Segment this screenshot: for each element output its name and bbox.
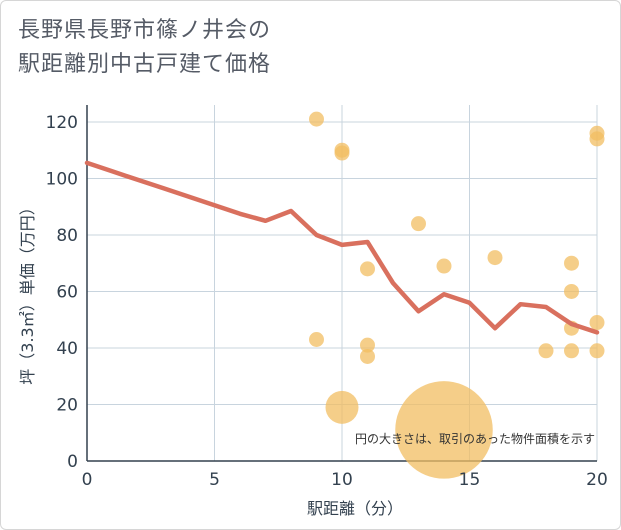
chart-title: 長野県長野市篠ノ井会の 駅距離別中古戸建て価格 <box>18 14 271 82</box>
y-tick-label: 60 <box>56 282 78 302</box>
data-point <box>589 131 605 147</box>
tick-labels: 0 5 10 15 20 0 20 40 60 80 100 120 <box>46 113 608 490</box>
trend-line <box>84 160 600 335</box>
data-point <box>360 348 375 364</box>
x-tick-label: 15 <box>459 470 481 490</box>
data-point <box>360 261 375 277</box>
y-tick-label: 120 <box>46 113 78 133</box>
y-tick-label: 20 <box>56 395 78 415</box>
x-tick-label: 0 <box>82 470 93 490</box>
data-point <box>589 343 605 359</box>
x-tick-label: 20 <box>586 470 608 490</box>
data-point <box>309 111 324 127</box>
data-point <box>564 255 579 271</box>
bubble-series <box>309 111 605 479</box>
data-point <box>538 343 554 359</box>
data-point <box>395 381 493 479</box>
data-point <box>334 145 350 161</box>
trend-series <box>84 160 600 335</box>
y-tick-label: 100 <box>46 169 78 189</box>
data-point <box>436 258 452 274</box>
data-point <box>487 250 503 266</box>
size-annotation: 円の大きさは、取引のあった物件面積を示す <box>355 431 595 446</box>
data-point <box>360 337 375 353</box>
data-point <box>309 332 324 348</box>
title-line-2: 駅距離別中古戸建て価格 <box>18 52 272 77</box>
data-point <box>589 315 605 331</box>
x-tick-label: 10 <box>331 470 353 490</box>
y-tick-label: 40 <box>56 339 78 359</box>
title-line-1: 長野県長野市篠ノ井会の <box>18 18 272 43</box>
data-point <box>411 216 426 232</box>
y-tick-label: 0 <box>67 452 78 472</box>
data-point <box>564 343 579 359</box>
x-axis-label: 駅距離（分） <box>307 499 403 518</box>
data-point <box>325 390 359 424</box>
data-point <box>564 283 579 299</box>
y-tick-label: 80 <box>56 226 78 246</box>
y-axis-label: 坪（3.3㎡）単価（万円） <box>18 199 37 384</box>
x-tick-label: 5 <box>209 470 220 490</box>
